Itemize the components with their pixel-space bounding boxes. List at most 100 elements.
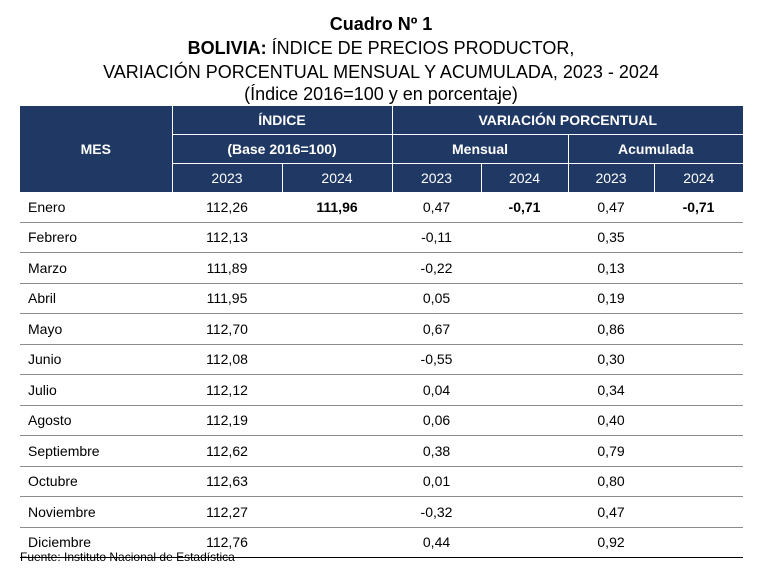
cell-mensual-2024 [481, 252, 569, 284]
cell-acumulada-2024 [654, 283, 744, 314]
table-row: Diciembre 112,76 0,44 0,92 [20, 527, 744, 558]
cell-indice-2024 [282, 527, 393, 558]
cell-mensual-2023: 0,06 [392, 405, 482, 436]
cell-acumulada-2023: 0,79 [568, 435, 655, 467]
price-index-table: MES ÍNDICE VARIACIÓN PORCENTUAL (Base 20… [20, 106, 744, 558]
cell-acumulada-2024 [654, 405, 744, 436]
cell-acumulada-2024: -0,71 [654, 192, 744, 223]
cell-mes: Noviembre [20, 496, 172, 528]
cell-mensual-2023: 0,04 [392, 374, 482, 406]
cell-indice-2024 [282, 344, 393, 375]
cell-mensual-2024 [481, 344, 569, 375]
cell-acumulada-2024 [654, 252, 744, 284]
cell-acumulada-2023: 0,19 [568, 283, 655, 314]
cell-mensual-2024: -0,71 [481, 192, 569, 223]
table-subtitle-line2: VARIACIÓN PORCENTUAL MENSUAL Y ACUMULADA… [103, 62, 659, 82]
table-row: Marzo 111,89 -0,22 0,13 [20, 252, 744, 284]
cell-indice-2023: 112,62 [172, 435, 282, 467]
table-title: Cuadro Nº 1 [329, 14, 433, 34]
cell-mensual-2024 [481, 435, 569, 467]
cell-mes: Diciembre [20, 527, 172, 558]
cell-mensual-2023: -0,22 [392, 252, 482, 284]
header-base: (Base 2016=100) [171, 134, 393, 164]
cell-acumulada-2023: 0,13 [568, 252, 655, 284]
cell-mes: Marzo [20, 252, 172, 284]
cell-mensual-2024 [481, 466, 569, 497]
cell-acumulada-2024 [654, 527, 744, 558]
cell-mensual-2023: 0,05 [392, 283, 482, 314]
cell-acumulada-2024 [654, 374, 744, 406]
header-mensual: Mensual [391, 134, 569, 164]
cell-mes: Agosto [20, 405, 172, 436]
cell-indice-2023: 112,76 [172, 527, 282, 558]
cell-mensual-2023: 0,67 [392, 313, 482, 345]
header-year: 2024 [480, 163, 569, 192]
cell-indice-2024 [282, 252, 393, 284]
table-row: Noviembre 112,27 -0,32 0,47 [20, 496, 744, 528]
cell-indice-2023: 112,12 [172, 374, 282, 406]
cell-mensual-2023: 0,47 [392, 192, 482, 223]
cell-acumulada-2023: 0,47 [568, 192, 655, 223]
cell-indice-2024: 111,96 [282, 192, 393, 223]
header-variacion: VARIACIÓN PORCENTUAL [391, 106, 744, 135]
cell-indice-2024 [282, 405, 393, 436]
cell-indice-2024 [282, 313, 393, 345]
cell-mes: Julio [20, 374, 172, 406]
cell-mes: Mayo [20, 313, 172, 345]
cell-acumulada-2023: 0,47 [568, 496, 655, 528]
cell-mensual-2023: -0,32 [392, 496, 482, 528]
cell-acumulada-2023: 0,30 [568, 344, 655, 375]
cell-acumulada-2023: 0,40 [568, 405, 655, 436]
table-row: Mayo 112,70 0,67 0,86 [20, 313, 744, 345]
cell-mensual-2023: -0,55 [392, 344, 482, 375]
cell-mensual-2023: 0,44 [392, 527, 482, 558]
cell-mes: Enero [20, 192, 172, 223]
cell-acumulada-2024 [654, 222, 744, 253]
table-row: Julio 112,12 0,04 0,34 [20, 374, 744, 406]
cell-indice-2024 [282, 283, 393, 314]
cell-mensual-2024 [481, 374, 569, 406]
table-subtitle-line3: (Índice 2016=100 y en porcentaje) [244, 84, 518, 104]
cell-mensual-2023: 0,01 [392, 466, 482, 497]
cell-mensual-2024 [481, 496, 569, 528]
cell-mes: Junio [20, 344, 172, 375]
cell-acumulada-2023: 0,92 [568, 527, 655, 558]
cell-acumulada-2024 [654, 313, 744, 345]
header-year: 2023 [391, 163, 482, 192]
cell-indice-2024 [282, 466, 393, 497]
table-row: Septiembre 112,62 0,38 0,79 [20, 435, 744, 467]
cell-mensual-2024 [481, 405, 569, 436]
cell-acumulada-2023: 0,86 [568, 313, 655, 345]
cell-acumulada-2023: 0,80 [568, 466, 655, 497]
source-note: Fuente: Instituto Nacional de Estadístic… [20, 550, 235, 564]
cell-acumulada-2023: 0,34 [568, 374, 655, 406]
cell-acumulada-2024 [654, 435, 744, 467]
table-row: Febrero 112,13 -0,11 0,35 [20, 222, 744, 253]
cell-mensual-2024 [481, 313, 569, 345]
header-year: 2023 [171, 163, 282, 192]
header-year: 2024 [281, 163, 393, 192]
table-row: Agosto 112,19 0,06 0,40 [20, 405, 744, 436]
table-subtitle: BOLIVIA: ÍNDICE DE PRECIOS PRODUCTOR, [0, 38, 762, 58]
cell-indice-2024 [282, 222, 393, 253]
cell-mes: Octubre [20, 466, 172, 497]
cell-acumulada-2023: 0,35 [568, 222, 655, 253]
header-year: 2023 [567, 163, 655, 192]
header-acumulada: Acumulada [567, 134, 744, 164]
cell-indice-2024 [282, 496, 393, 528]
cell-indice-2024 [282, 435, 393, 467]
cell-acumulada-2024 [654, 466, 744, 497]
cell-acumulada-2024 [654, 496, 744, 528]
table-row: Junio 112,08 -0,55 0,30 [20, 344, 744, 375]
table-row: Enero 112,26 111,96 0,47 -0,71 0,47 -0,7… [20, 192, 744, 223]
header-indice: ÍNDICE [171, 106, 393, 135]
cell-mes: Septiembre [20, 435, 172, 467]
cell-indice-2023: 112,26 [172, 192, 282, 223]
subtitle-text: ÍNDICE DE PRECIOS PRODUCTOR, [266, 38, 575, 58]
cell-acumulada-2024 [654, 344, 744, 375]
cell-indice-2023: 112,27 [172, 496, 282, 528]
cell-indice-2023: 111,95 [172, 283, 282, 314]
cell-mensual-2023: -0,11 [392, 222, 482, 253]
cell-indice-2024 [282, 374, 393, 406]
cell-mes: Abril [20, 283, 172, 314]
